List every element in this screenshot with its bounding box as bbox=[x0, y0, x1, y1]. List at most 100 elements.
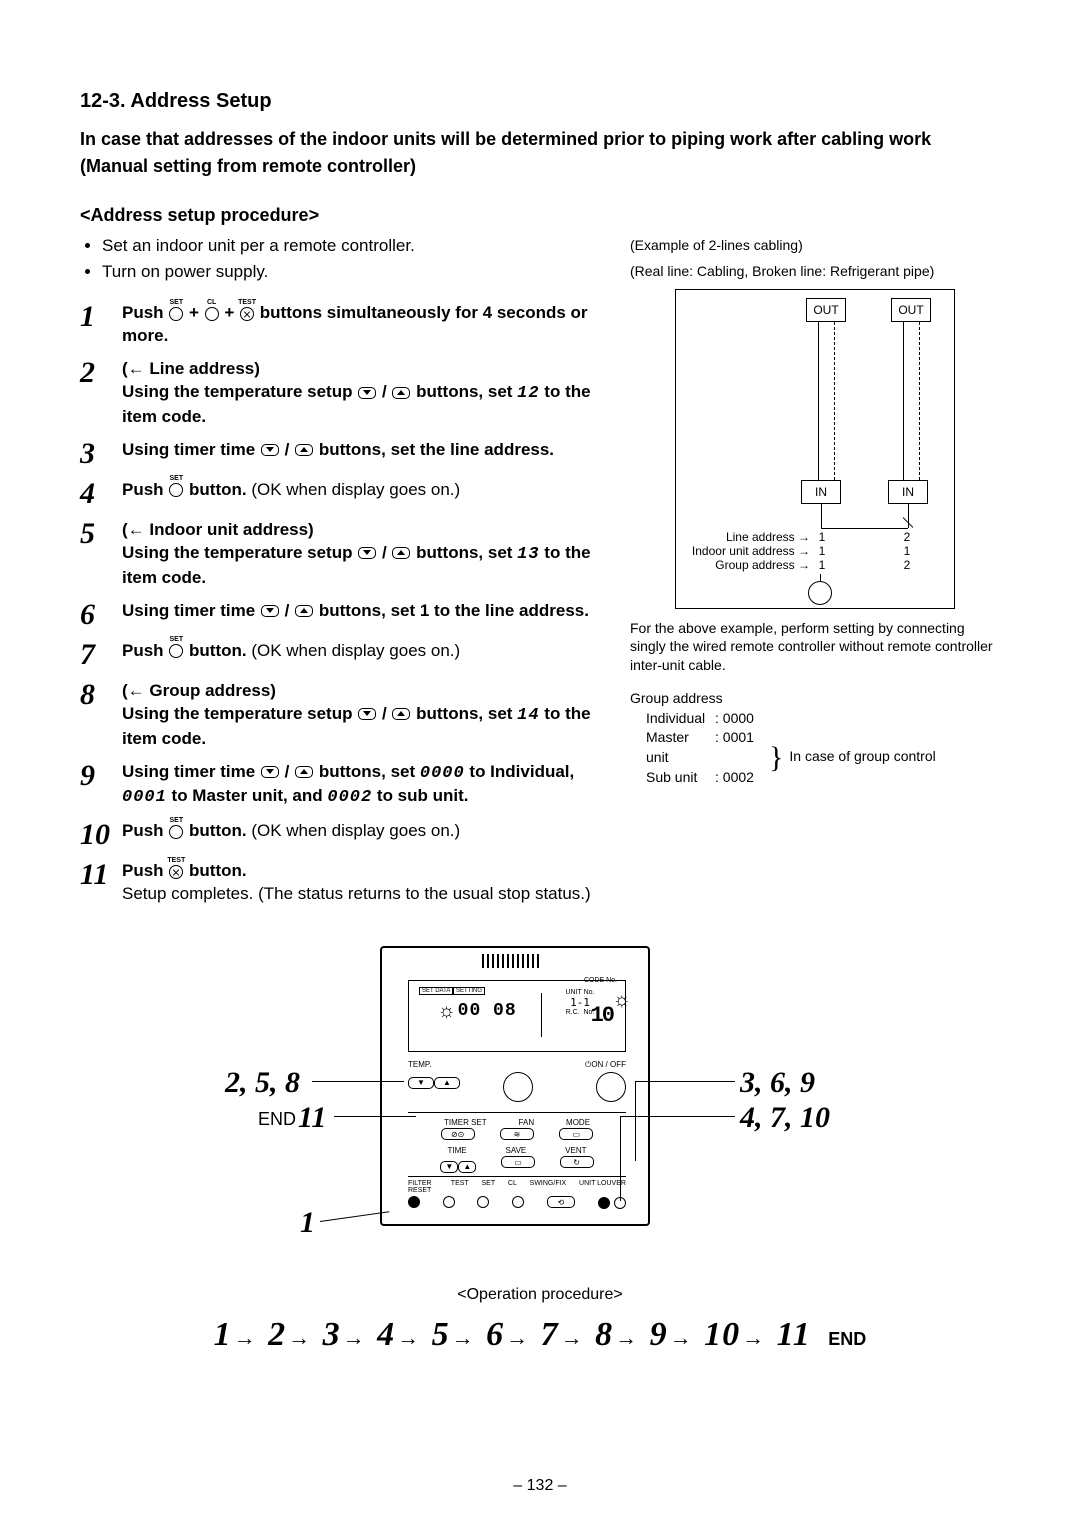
swing-btn[interactable]: ⟲ bbox=[547, 1196, 575, 1208]
test-btn[interactable] bbox=[443, 1196, 455, 1208]
flow-1: 1 bbox=[214, 1316, 232, 1353]
save-btn[interactable]: ▭ bbox=[501, 1156, 535, 1168]
in1-down bbox=[821, 504, 822, 528]
step-5: 5 (← Indoor unit address)Using the tempe… bbox=[80, 519, 600, 590]
step8-val: 14 bbox=[517, 706, 539, 725]
callout-258: 2, 5, 8 bbox=[225, 1066, 300, 1100]
col2-2: 2 bbox=[899, 558, 915, 572]
arrow-icon: → bbox=[234, 1325, 257, 1350]
step5-b: buttons, set bbox=[411, 543, 517, 562]
step2-head: (← Line address) bbox=[122, 359, 260, 378]
step5-head: (← Indoor unit address) bbox=[122, 520, 314, 539]
unit-btn-1[interactable] bbox=[598, 1197, 610, 1209]
time-down-btn[interactable]: ▼ bbox=[440, 1161, 458, 1173]
cable-2 bbox=[903, 322, 904, 480]
lead-258 bbox=[312, 1081, 404, 1082]
set-btn[interactable] bbox=[477, 1196, 489, 1208]
vent-btn[interactable]: ↻ bbox=[560, 1156, 594, 1168]
flow-3: 3 bbox=[323, 1316, 341, 1353]
step3-a: Using timer time bbox=[122, 440, 260, 459]
cross-line bbox=[821, 528, 908, 529]
step10-b: button. bbox=[184, 821, 246, 840]
temp-label: TEMP. bbox=[408, 1060, 431, 1070]
refrig-2 bbox=[919, 322, 920, 480]
set-lbl-10: SET bbox=[169, 816, 183, 825]
lead-1 bbox=[320, 1212, 389, 1223]
sun-icon: ☼ bbox=[437, 1000, 455, 1023]
ctrl-conn bbox=[820, 574, 821, 582]
in-node-1: IN bbox=[801, 480, 841, 504]
cl-lbl-r: CL bbox=[508, 1180, 517, 1194]
step3-b: buttons, set the line address. bbox=[314, 440, 554, 459]
step1-b: buttons simultaneously for 4 seconds or … bbox=[122, 303, 588, 345]
set-btn-icon-4: SET bbox=[169, 483, 183, 497]
temp-down-btn[interactable]: ▼ bbox=[408, 1077, 434, 1089]
arrow-icon: → bbox=[397, 1325, 420, 1350]
set-btn-icon-10: SET bbox=[169, 825, 183, 839]
lcd-divider bbox=[541, 993, 542, 1037]
flow-4: 4 bbox=[377, 1316, 395, 1353]
mode-btn[interactable]: ▭ bbox=[559, 1128, 593, 1140]
right-column: (Example of 2-lines cabling) (Real line:… bbox=[630, 236, 1000, 916]
step8-a: Using the temperature setup bbox=[122, 704, 357, 723]
cl-btn[interactable] bbox=[512, 1196, 524, 1208]
page-number: – 132 – bbox=[0, 1477, 1080, 1495]
step2-val: 12 bbox=[517, 384, 539, 403]
step7-c: (OK when display goes on.) bbox=[247, 641, 461, 660]
step2-b: buttons, set bbox=[411, 382, 517, 401]
ga-k-2: Sub unit bbox=[630, 768, 715, 788]
step9-v1: 0001 bbox=[122, 788, 167, 807]
flow-10: 10 bbox=[704, 1316, 740, 1353]
step9-d: to Master unit, and bbox=[167, 786, 328, 805]
col1-2: 1 bbox=[814, 558, 830, 572]
flow-9: 9 bbox=[650, 1316, 668, 1353]
time-up-btn[interactable]: ▲ bbox=[458, 1161, 476, 1173]
set-lbl-r: SET bbox=[481, 1180, 495, 1194]
flow-5: 5 bbox=[432, 1316, 450, 1353]
intro-line-2: (Manual setting from remote controller) bbox=[80, 156, 1000, 177]
wiring-diagram: OUT OUT IN IN Line address → Indoor unit… bbox=[675, 289, 955, 609]
controller-circle bbox=[808, 581, 832, 605]
filter-btn[interactable] bbox=[408, 1196, 420, 1208]
remote-lcd: SET DATA SETTING ☼ 00 08 UNIT No. 1-1 R.… bbox=[408, 980, 626, 1052]
cl-lbl: CL bbox=[207, 298, 216, 307]
step4-b: button. bbox=[184, 480, 246, 499]
test-lbl-r: TEST bbox=[451, 1180, 469, 1194]
section-heading: 12-3. Address Setup bbox=[80, 90, 1000, 113]
arrow-icon: → bbox=[742, 1325, 765, 1350]
temp-up-btn[interactable]: ▲ bbox=[434, 1077, 460, 1089]
step8-head: (← Group address) bbox=[122, 681, 276, 700]
lcd-unit-lbl: UNIT No. bbox=[545, 989, 615, 996]
step-2: 2 (← Line address)Using the temperature … bbox=[80, 358, 600, 429]
indoor-addr-lbl: Indoor unit address → bbox=[678, 544, 810, 558]
onoff-btn[interactable] bbox=[596, 1072, 626, 1102]
remote-controller: SET DATA SETTING ☼ 00 08 UNIT No. 1-1 R.… bbox=[380, 946, 650, 1226]
group-address-block: Group address Individual: 0000 Master un… bbox=[630, 689, 1000, 787]
step5-val: 13 bbox=[517, 545, 539, 564]
vent-lbl: VENT bbox=[565, 1146, 586, 1155]
step-6: 6 Using timer time / buttons, set 1 to t… bbox=[80, 600, 600, 630]
step4-a: Push bbox=[122, 480, 168, 499]
arrow-icon: → bbox=[561, 1325, 584, 1350]
temp-down-icon-8 bbox=[358, 708, 376, 720]
step2-a: Using the temperature setup bbox=[122, 382, 357, 401]
set-lbl: SET bbox=[169, 298, 183, 307]
step9-v2: 0002 bbox=[327, 788, 372, 807]
test-lbl-11: TEST bbox=[167, 856, 185, 865]
fan-btn[interactable]: ≋ bbox=[500, 1128, 534, 1140]
set-btn-icon-7: SET bbox=[169, 644, 183, 658]
set-lbl-4: SET bbox=[169, 474, 183, 483]
step10-a: Push bbox=[122, 821, 168, 840]
brace-icon: } bbox=[769, 744, 783, 771]
step9-e: to sub unit. bbox=[372, 786, 468, 805]
timerset-btn[interactable]: ⊘⊙ bbox=[441, 1128, 475, 1140]
ga-v-1: : 0001 bbox=[715, 728, 765, 767]
step10-c: (OK when display goes on.) bbox=[247, 821, 461, 840]
arrow-icon: → bbox=[452, 1325, 475, 1350]
arrow-icon: → bbox=[506, 1325, 529, 1350]
procedure-heading: <Address setup procedure> bbox=[80, 205, 1000, 226]
step-9: 9 Using timer time / buttons, set 0000 t… bbox=[80, 761, 600, 811]
step7-b: button. bbox=[184, 641, 246, 660]
step1-a: Push bbox=[122, 303, 168, 322]
ga-k-1: Master unit bbox=[630, 728, 715, 767]
